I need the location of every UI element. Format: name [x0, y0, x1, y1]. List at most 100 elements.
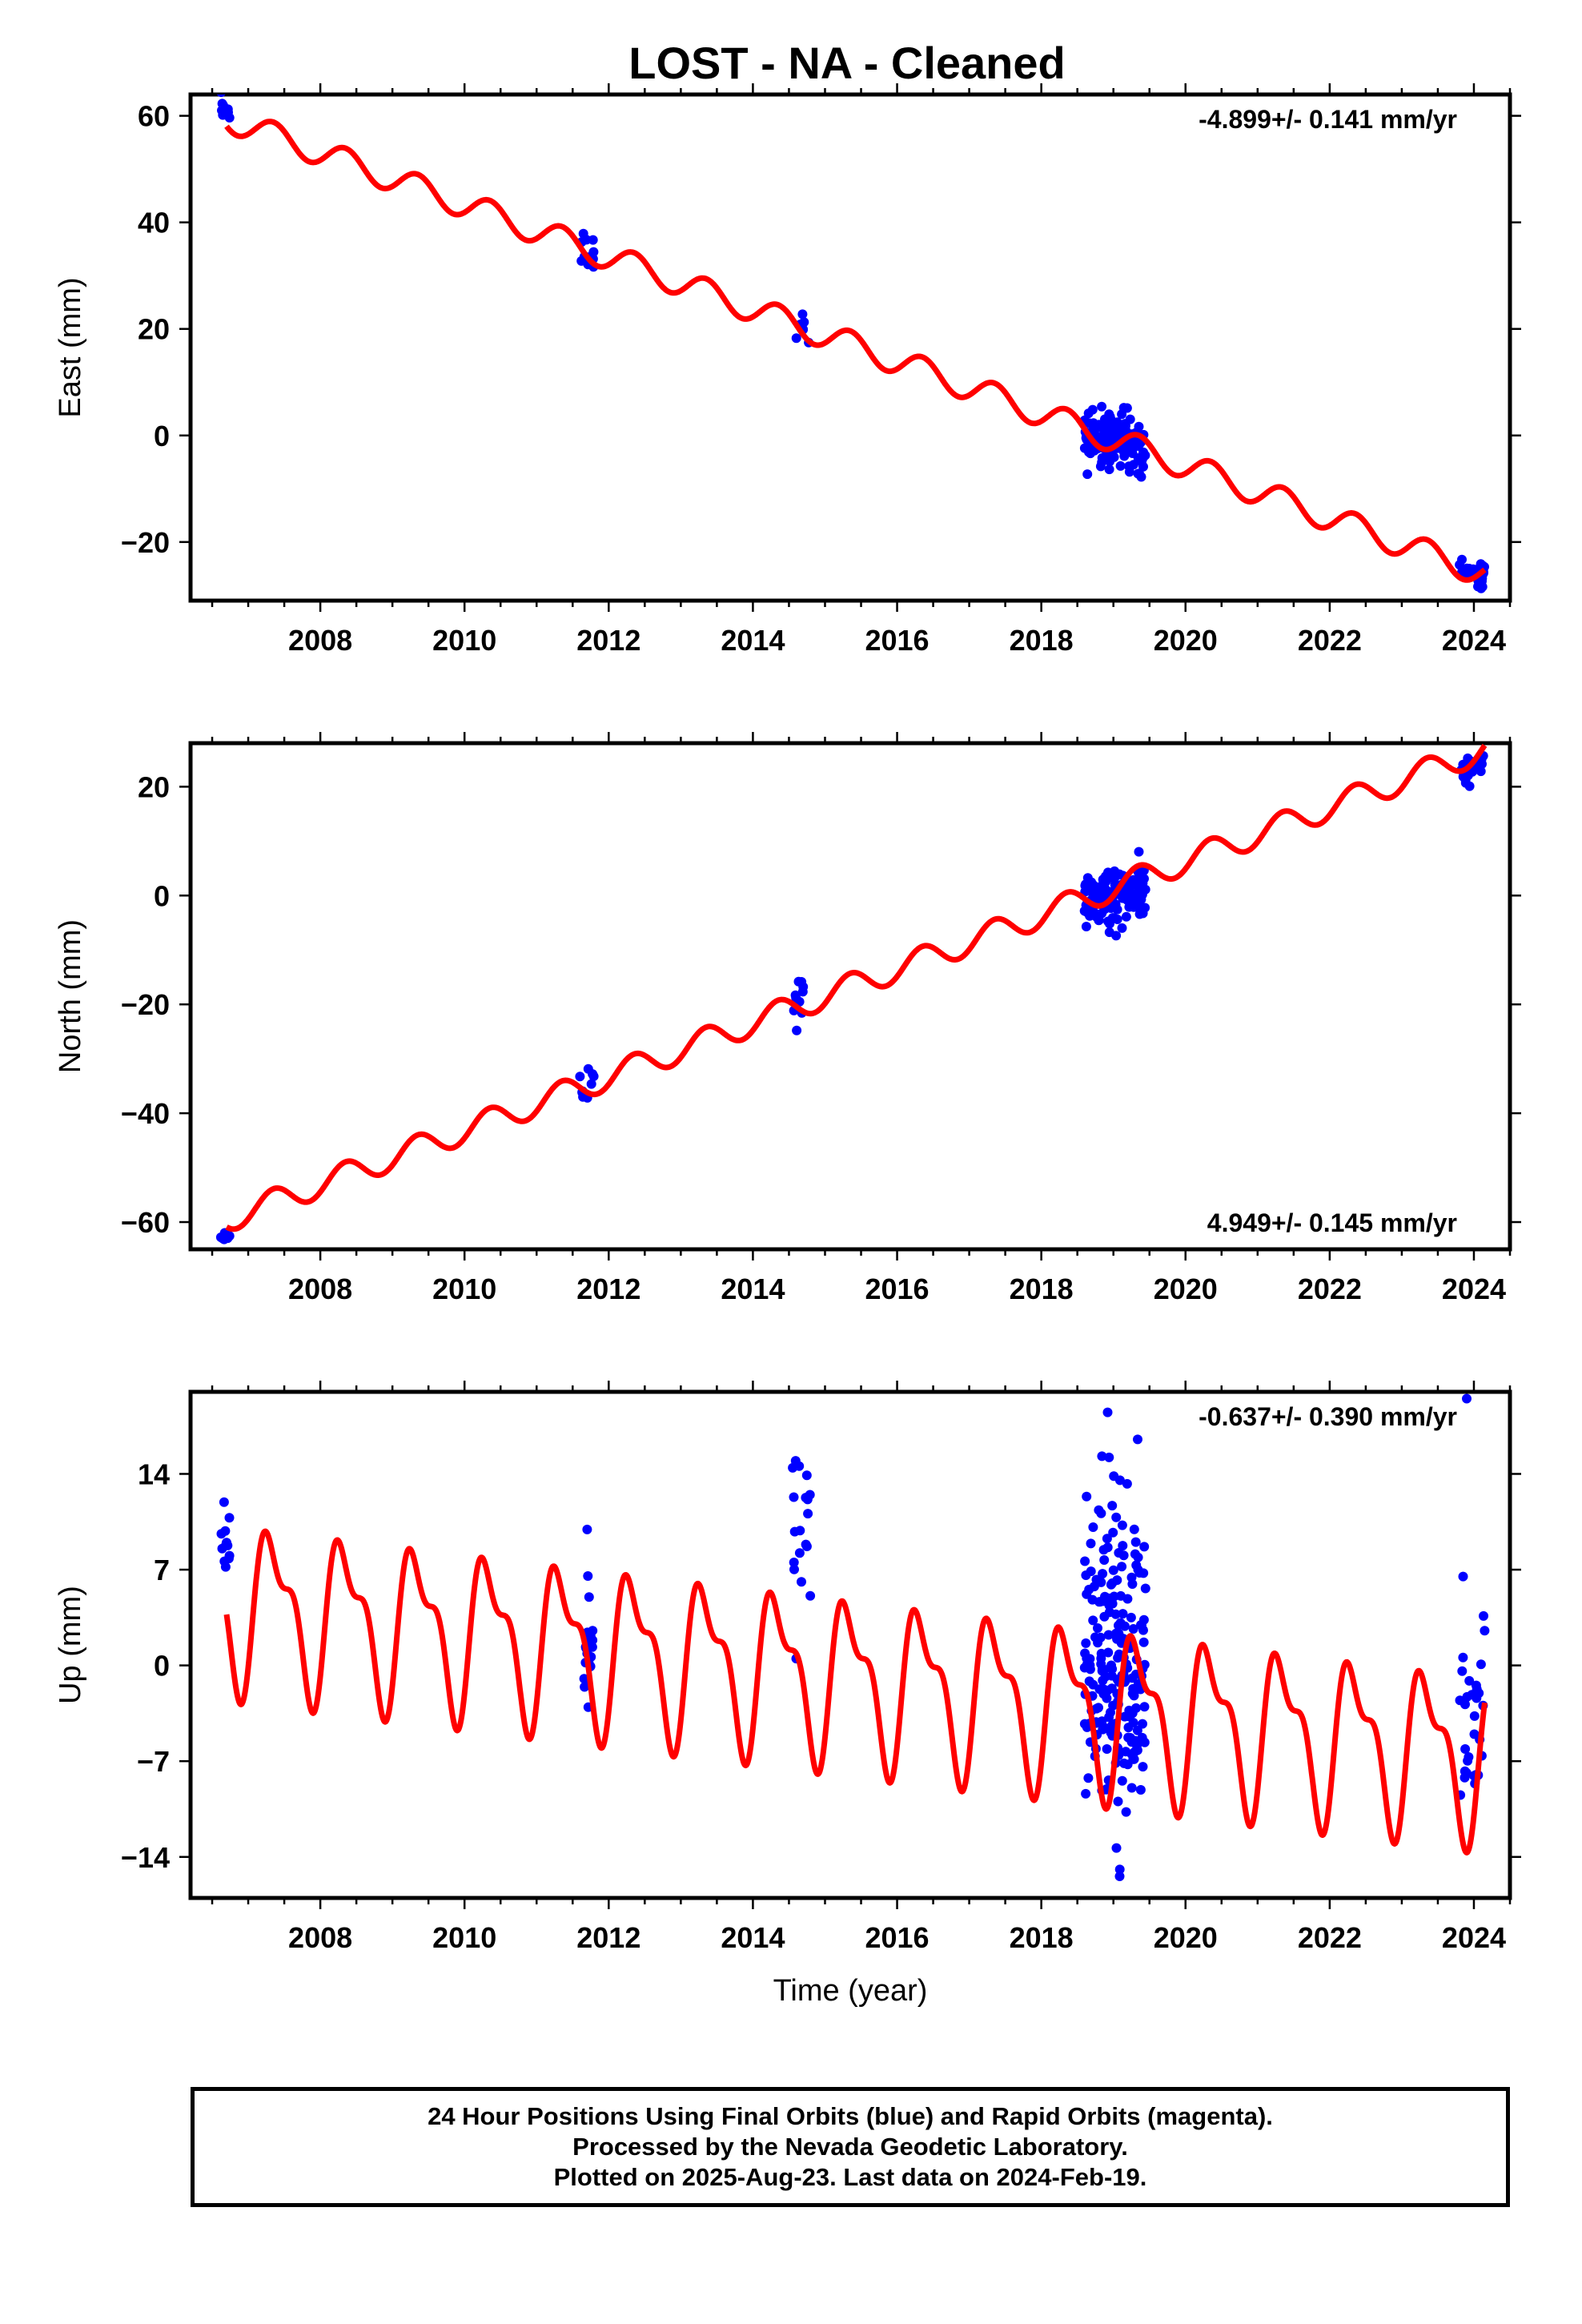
data-point [583, 1063, 593, 1074]
data-point [1097, 401, 1107, 412]
data-point [1464, 564, 1475, 573]
data-point [1104, 1712, 1114, 1723]
plot-frame [188, 741, 1512, 1252]
data-point [1093, 1623, 1102, 1633]
data-point [224, 1513, 235, 1523]
data-point [1128, 1624, 1138, 1634]
data-point [1480, 1626, 1490, 1636]
data-point [1140, 1583, 1150, 1594]
data-point [1138, 1637, 1149, 1647]
x-tick-label: 2014 [721, 624, 785, 657]
data-point [801, 1539, 811, 1550]
x-tick-label: 2024 [1442, 1921, 1506, 1954]
chart-title: LOST - NA - Cleaned [628, 38, 1066, 88]
caption-box: 24 Hour Positions Using Final Orbits (bl… [191, 2087, 1510, 2207]
data-points [216, 94, 1489, 593]
data-point [1460, 1766, 1470, 1776]
data-point [1102, 1534, 1112, 1544]
data-point [1111, 1843, 1122, 1853]
panel-up: 2008 2010 2012 2014 2016 2018 2020 2022 2024 −14 −… [54, 1381, 1521, 1954]
data-point [1469, 1711, 1480, 1721]
x-tick-label: 2016 [865, 624, 929, 657]
data-point [1106, 434, 1116, 444]
data-point [1117, 409, 1127, 420]
data-point [1124, 881, 1134, 891]
data-point [805, 1590, 816, 1601]
data-point [1081, 1788, 1091, 1799]
data-point [1464, 1752, 1474, 1762]
x-tick-label: 2024 [1442, 624, 1506, 657]
model-curve [224, 119, 1488, 583]
data-point [1082, 469, 1093, 480]
data-point [1467, 1690, 1477, 1700]
data-point [1095, 461, 1106, 472]
data-point [1126, 1612, 1136, 1622]
data-point [218, 100, 228, 111]
rate-label: -0.637+/- 0.390 mm/yr [1199, 1402, 1457, 1431]
data-point [1083, 1773, 1094, 1783]
data-point [1080, 1648, 1090, 1659]
data-point [1121, 1747, 1131, 1757]
data-point [1115, 460, 1126, 471]
data-point [215, 1232, 226, 1242]
data-point [1108, 1565, 1118, 1575]
data-point [1091, 1574, 1102, 1585]
data-point [1479, 1610, 1488, 1621]
data-point [1476, 1659, 1486, 1670]
data-point [1098, 431, 1108, 440]
x-tick-label: 2008 [288, 624, 352, 657]
plot-frame [188, 92, 1512, 603]
data-point [1136, 895, 1146, 905]
data-point [789, 1526, 800, 1537]
data-point [797, 987, 808, 997]
data-point [1127, 1579, 1138, 1589]
data-point [1109, 452, 1119, 462]
y-axis-label: East (mm) [54, 277, 87, 417]
data-point [1464, 1675, 1475, 1686]
data-point [1139, 1702, 1150, 1712]
data-point [805, 1490, 815, 1500]
data-point [794, 1548, 805, 1558]
data-point [794, 1461, 805, 1471]
data-point [1460, 1744, 1471, 1754]
data-point [1133, 1434, 1142, 1445]
data-point [1098, 1545, 1109, 1555]
data-point [1134, 1937, 1143, 1947]
y-tick-label: 7 [154, 1554, 170, 1586]
x-tick-label: 2012 [576, 1921, 640, 1954]
data-point [1081, 922, 1091, 931]
data-point [1108, 1527, 1118, 1538]
data-point [1107, 913, 1118, 923]
data-point [1101, 871, 1110, 882]
data-point [797, 1577, 806, 1587]
y-tick-label: −14 [121, 1841, 170, 1874]
data-point [792, 1025, 802, 1035]
data-point [1138, 447, 1149, 457]
panel-east: 2008 2010 2012 2014 2016 2018 2020 2022 2024 −20 0… [54, 83, 1521, 657]
x-tick-label: 2022 [1298, 624, 1362, 657]
data-point [1460, 775, 1471, 786]
x-tick-label: 2018 [1010, 1273, 1074, 1305]
data-point [1119, 1621, 1130, 1631]
data-point [1121, 911, 1131, 922]
data-point [1081, 879, 1090, 890]
model-curve [223, 1528, 1488, 1856]
data-point [1124, 1705, 1134, 1715]
x-tick-label: 2018 [1010, 1921, 1074, 1954]
data-point [1082, 1491, 1092, 1502]
y-tick-label: 0 [154, 879, 170, 912]
data-point [1087, 1594, 1098, 1605]
data-point [584, 1592, 594, 1602]
data-point [1463, 753, 1473, 763]
data-point [1082, 1659, 1092, 1670]
x-tick-label: 2020 [1154, 1273, 1218, 1305]
data-point [1458, 1652, 1468, 1663]
data-point [1080, 1556, 1090, 1566]
data-point [1129, 1524, 1139, 1534]
y-tick-label: 0 [154, 1650, 170, 1683]
y-tick-label: 20 [138, 770, 170, 803]
data-point [588, 1626, 598, 1636]
data-point [1123, 444, 1134, 453]
data-point-outlier [1462, 1393, 1472, 1404]
